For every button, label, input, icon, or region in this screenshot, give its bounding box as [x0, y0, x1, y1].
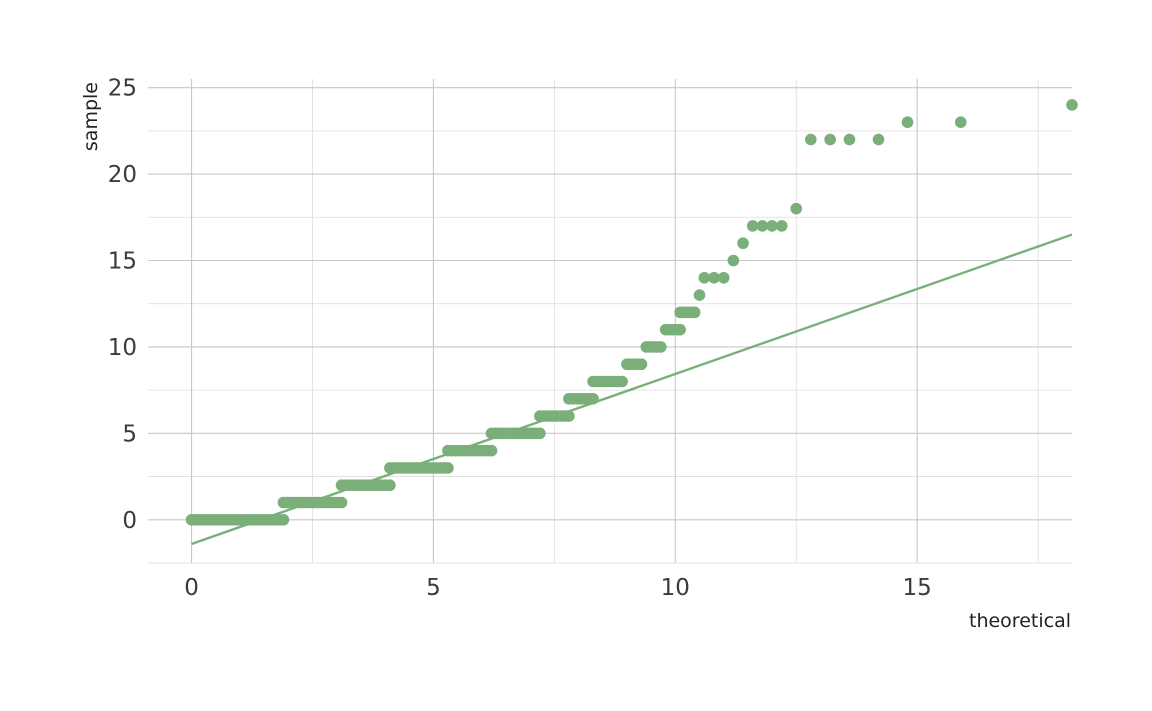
data-point: [804, 133, 817, 146]
data-point: [335, 496, 348, 509]
data-point: [384, 479, 396, 492]
x-tick-label: 10: [661, 575, 690, 601]
data-point: [824, 133, 836, 146]
data-point: [277, 513, 290, 526]
data-point: [766, 220, 778, 232]
x-tick-label: 5: [426, 575, 441, 601]
data-point: [698, 271, 711, 284]
data-point: [708, 271, 720, 284]
data-point: [442, 462, 454, 474]
y-axis-title: sample: [80, 82, 102, 151]
y-axis-ticks: 0 5 10 15 20 25: [108, 76, 137, 534]
data-point: [756, 220, 769, 232]
data-point: [1066, 99, 1078, 111]
reference-line-group: [191, 233, 1073, 546]
data-point: [563, 410, 575, 422]
data-point: [775, 220, 788, 232]
y-tick-label: 5: [122, 421, 137, 447]
data-point: [693, 289, 706, 301]
data-point: [674, 323, 686, 336]
data-point: [746, 220, 759, 232]
data-point: [587, 392, 599, 405]
y-tick-label: 0: [122, 508, 137, 534]
data-point: [485, 444, 498, 457]
data-point: [717, 271, 730, 284]
x-axis-ticks: 0 5 10 15: [184, 575, 932, 601]
y-tick-label: 15: [108, 249, 137, 275]
x-tick-label: 0: [184, 575, 199, 601]
data-point: [737, 237, 749, 250]
data-point: [654, 341, 667, 353]
qq-reference-line: [191, 233, 1073, 546]
y-tick-label: 10: [108, 335, 137, 361]
grid-lines: [148, 79, 1072, 564]
y-tick-label: 20: [108, 162, 137, 188]
data-point: [954, 116, 967, 129]
y-tick-label: 25: [108, 76, 137, 102]
sample-points: [185, 99, 1078, 526]
data-point: [872, 133, 885, 146]
data-point: [616, 375, 628, 388]
data-point: [635, 358, 648, 371]
x-tick-label: 15: [903, 575, 932, 601]
data-point: [727, 254, 740, 267]
data-point: [534, 427, 546, 440]
data-point: [688, 306, 701, 319]
data-point: [901, 116, 914, 129]
data-point: [790, 202, 803, 215]
x-axis-title: theoretical: [969, 610, 1071, 632]
data-point: [843, 133, 856, 146]
